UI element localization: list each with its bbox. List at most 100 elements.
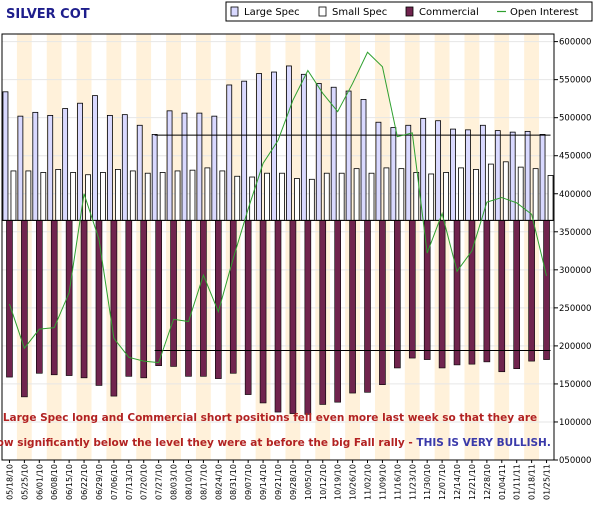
commercial-bar: [408, 220, 416, 359]
x-tick-label: 06/08/10: [50, 464, 59, 500]
y-tick-label: 400000: [559, 190, 591, 200]
y-tick-label: 150000: [559, 380, 591, 390]
large-spec-bar: [241, 80, 248, 221]
large-spec-bar: [345, 90, 352, 221]
large-spec-bar: [47, 114, 54, 221]
large-spec-bar: [77, 102, 83, 221]
small-spec-bar: [517, 166, 524, 221]
large-spec-bar: [360, 99, 367, 221]
x-tick-label: 11/02/10: [364, 464, 373, 500]
y-tick-label: 500000: [559, 114, 591, 124]
small-spec-bar: [338, 172, 345, 221]
annotation: Large Spec long and Commercial short pos…: [0, 412, 551, 449]
y-tick-label: 050000: [559, 456, 591, 466]
small-spec-bar: [189, 169, 196, 221]
large-spec-bar: [286, 65, 292, 221]
x-tick-label: 09/07/10: [244, 464, 253, 500]
commercial-bar: [543, 220, 550, 360]
small-spec-bar: [487, 163, 494, 221]
large-spec-bar: [390, 127, 397, 221]
x-tick-label: 07/06/10: [110, 464, 119, 500]
small-spec-bar: [428, 173, 435, 221]
commercial-bar: [50, 220, 58, 376]
y-axis: 600000 550000 500000 450000 400000 350000 3000…: [554, 38, 591, 466]
small-spec-bar: [159, 172, 166, 221]
bar-series: [2, 65, 554, 415]
y-tick-label: 350000: [559, 228, 591, 238]
legend-swatch-large-spec: [230, 6, 239, 17]
commercial-bar: [304, 220, 312, 415]
small-spec-bar: [532, 168, 539, 221]
small-spec-bar: [129, 170, 136, 221]
commercial-bar: [349, 220, 356, 394]
commercial-bar: [170, 220, 177, 367]
large-spec-bar: [524, 130, 531, 221]
large-spec-bar: [479, 124, 486, 221]
commercial-bar: [80, 220, 88, 379]
small-spec-bar: [398, 168, 405, 221]
commercial-bar: [334, 220, 341, 403]
commercial-bar: [483, 220, 491, 363]
y-tick-label: 600000: [559, 38, 591, 48]
x-tick-label: 08/10/10: [184, 464, 193, 500]
small-spec-bar: [219, 170, 226, 221]
large-spec-bar: [226, 84, 233, 221]
legend-label: Open Interest: [510, 7, 579, 18]
large-spec-bar: [136, 124, 143, 221]
x-tick-label: 06/29/10: [95, 464, 104, 500]
commercial-bar: [423, 220, 431, 360]
commercial-bar: [468, 220, 476, 365]
commercial-bar: [319, 220, 327, 405]
large-spec-bar: [62, 108, 69, 221]
large-spec-bar: [509, 131, 516, 221]
small-spec-bar: [547, 175, 554, 221]
open-interest-line: [8, 51, 548, 364]
large-spec-bar: [17, 115, 24, 221]
x-tick-label: 01/11/11: [513, 464, 522, 500]
small-spec-bar: [308, 178, 315, 221]
small-spec-bar: [204, 167, 211, 221]
open-interest-series: [8, 51, 548, 364]
small-spec-bar: [10, 170, 17, 221]
x-tick-label: 09/28/10: [289, 464, 298, 500]
x-tick-label: 07/13/10: [125, 464, 134, 500]
large-spec-bar: [539, 134, 546, 221]
large-spec-bar: [106, 114, 113, 221]
x-tick-label: 06/15/10: [65, 464, 74, 500]
small-spec-bar: [443, 172, 450, 221]
large-spec-bar: [315, 83, 322, 221]
x-tick-label: 11/30/10: [423, 464, 432, 500]
x-tick-label: 01/18/11: [528, 464, 537, 500]
commercial-bar: [110, 220, 118, 397]
small-spec-bar: [383, 167, 390, 221]
small-spec-bar: [473, 169, 479, 221]
x-tick-label: 08/31/10: [229, 464, 238, 500]
large-spec-bar: [300, 73, 307, 221]
x-tick-label: 10/26/10: [349, 464, 358, 500]
x-tick-label: 11/16/10: [393, 464, 402, 500]
x-tick-label: 01/25/11: [543, 464, 552, 500]
legend-swatch-small-spec: [318, 6, 327, 17]
small-spec-bar: [100, 172, 106, 221]
commercial-bar: [244, 220, 252, 395]
small-spec-bar: [368, 172, 375, 221]
commercial-bar: [379, 220, 386, 385]
commercial-bar: [140, 220, 148, 379]
commercial-bar: [95, 220, 103, 386]
x-tick-label: 11/09/10: [378, 464, 387, 500]
commercial-bar: [528, 220, 535, 362]
legend-swatch-commercial: [405, 6, 414, 17]
small-spec-bar: [25, 170, 32, 221]
small-spec-bar: [144, 172, 151, 221]
commercial-bar: [289, 220, 297, 414]
small-spec-bar: [323, 172, 330, 221]
small-spec-bar: [55, 169, 62, 221]
commercial-bar: [274, 220, 282, 413]
annotation-line-2: now significantly below the level they w…: [0, 437, 551, 449]
small-spec-bar: [114, 169, 121, 221]
large-spec-bar: [450, 128, 456, 221]
small-spec-bar: [279, 172, 285, 221]
x-tick-label: 12/07/10: [438, 464, 447, 500]
commercial-bar: [155, 220, 162, 366]
